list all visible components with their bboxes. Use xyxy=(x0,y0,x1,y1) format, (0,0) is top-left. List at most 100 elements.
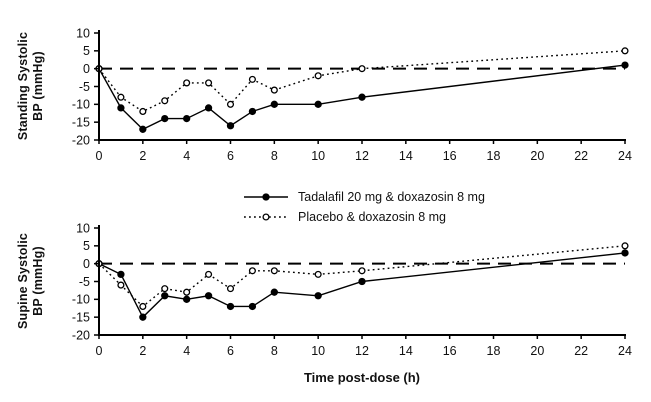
data-point xyxy=(161,292,169,300)
data-point xyxy=(161,97,169,105)
x-tick-label: 20 xyxy=(530,344,544,358)
x-tick-label: 10 xyxy=(311,344,325,358)
data-point xyxy=(248,107,257,116)
data-point xyxy=(117,281,125,289)
x-tick-label: 4 xyxy=(183,149,190,163)
data-point xyxy=(139,313,147,321)
x-tick-label: 8 xyxy=(271,149,278,163)
x-tick-label: 18 xyxy=(487,149,501,163)
data-point xyxy=(248,302,257,311)
data-point xyxy=(139,302,147,311)
data-point xyxy=(117,270,125,279)
data-point xyxy=(204,292,213,300)
data-point xyxy=(358,93,366,101)
x-tick-label: 22 xyxy=(574,149,588,163)
data-point xyxy=(117,104,125,112)
data-point xyxy=(314,100,322,108)
tadalafil-line-swatch xyxy=(244,192,288,201)
y-tick-label: 5 xyxy=(83,239,90,253)
data-point xyxy=(621,249,629,257)
legend-swatch-marker xyxy=(262,192,270,201)
legend-label-placebo: Placebo & doxazosin 8 mg xyxy=(298,209,447,224)
x-tick-label: 18 xyxy=(487,344,501,358)
data-point xyxy=(226,122,235,130)
x-tick-label: 16 xyxy=(443,344,457,358)
data-point xyxy=(139,107,147,116)
x-tick-label: 2 xyxy=(139,344,146,358)
x-tick-label: 16 xyxy=(443,149,457,163)
series-line-0 xyxy=(98,64,626,131)
y-tick-label: 10 xyxy=(76,26,90,40)
x-tick-label: 6 xyxy=(227,149,234,163)
data-point xyxy=(314,270,322,278)
data-point xyxy=(183,114,191,123)
x-tick-label: 20 xyxy=(530,149,544,163)
legend-item-placebo: Placebo & doxazosin 8 mg xyxy=(243,207,485,226)
data-point xyxy=(226,302,235,311)
data-point xyxy=(358,267,366,275)
data-point xyxy=(161,114,169,123)
y-tick-label: -20 xyxy=(72,328,90,342)
x-tick-label: 2 xyxy=(139,149,146,163)
x-tick-label: 24 xyxy=(618,149,632,163)
y-tick-label: 0 xyxy=(83,257,90,271)
data-point xyxy=(248,75,256,83)
x-tick-label: 8 xyxy=(271,344,278,358)
x-tick-label: 4 xyxy=(183,344,190,358)
x-tick-label: 10 xyxy=(311,149,325,163)
data-point xyxy=(183,288,191,296)
y-tick-label: -10 xyxy=(72,293,90,307)
y-tick-label: -15 xyxy=(72,310,90,324)
data-point xyxy=(226,285,235,293)
data-point xyxy=(183,79,191,87)
y-tick-label: 10 xyxy=(76,221,90,235)
data-point xyxy=(117,93,125,101)
x-tick-label: 14 xyxy=(399,149,413,163)
x-tick-label: 22 xyxy=(574,344,588,358)
x-tick-label: 14 xyxy=(399,344,413,358)
x-axis-label: Time post-dose (h) xyxy=(303,370,421,385)
data-point xyxy=(270,86,278,94)
data-point xyxy=(270,288,278,296)
y-tick-label: 0 xyxy=(83,62,90,76)
data-point xyxy=(270,100,278,108)
x-tick-label: 0 xyxy=(96,344,103,358)
series-line-1 xyxy=(98,50,626,113)
x-tick-label: 24 xyxy=(618,344,632,358)
y-tick-label: 5 xyxy=(83,44,90,58)
x-tick-label: 0 xyxy=(96,149,103,163)
legend-label-tadalafil: Tadalafil 20 mg & doxazosin 8 mg xyxy=(298,189,485,204)
y-tick-label: -5 xyxy=(79,275,90,289)
data-point xyxy=(204,104,213,112)
data-point xyxy=(358,65,366,73)
data-point xyxy=(621,61,629,69)
y-tick-label: -15 xyxy=(72,115,90,129)
series-line-1 xyxy=(98,245,626,308)
data-point xyxy=(270,267,278,275)
series-line-0 xyxy=(98,252,626,319)
data-point xyxy=(161,285,169,293)
x-tick-label: 12 xyxy=(355,149,369,163)
data-point xyxy=(183,295,191,303)
y-tick-label: -10 xyxy=(72,98,90,112)
data-point xyxy=(139,125,147,133)
data-point xyxy=(358,277,366,286)
data-point xyxy=(248,267,256,275)
x-tick-label: 6 xyxy=(227,344,234,358)
x-tick-label: 12 xyxy=(355,344,369,358)
legend: Tadalafil 20 mg & doxazosin 8 mg Placebo… xyxy=(243,187,485,226)
legend-item-tadalafil: Tadalafil 20 mg & doxazosin 8 mg xyxy=(243,187,485,206)
data-point xyxy=(314,72,322,80)
placebo-line-swatch xyxy=(244,212,288,221)
y-tick-label: -5 xyxy=(79,80,90,94)
data-point xyxy=(621,47,629,55)
data-point xyxy=(205,270,213,278)
legend-swatch-marker xyxy=(262,212,270,221)
y-tick-label: -20 xyxy=(72,133,90,147)
data-point xyxy=(314,292,322,300)
data-point xyxy=(621,242,629,250)
data-point xyxy=(205,79,213,87)
